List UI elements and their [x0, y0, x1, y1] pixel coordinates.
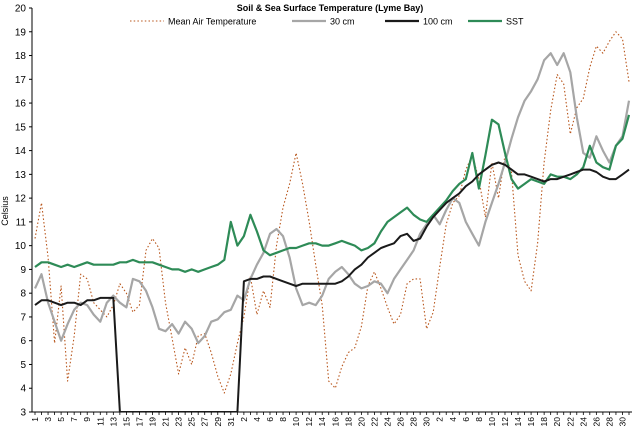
x-tick-label: 20 — [552, 417, 562, 427]
x-tick-label: 22 — [369, 417, 379, 427]
x-tick-label: 4 — [252, 417, 262, 422]
y-tick-label: 7 — [20, 312, 26, 323]
x-tick-label: 16 — [330, 417, 340, 427]
series-line-sst — [34, 114, 631, 273]
x-tick-label: 31 — [226, 417, 236, 427]
x-tick-label: 6 — [265, 417, 275, 422]
y-tick-label: 4 — [20, 384, 26, 395]
x-tick-label: 5 — [56, 417, 66, 422]
x-tick-label: 12 — [500, 417, 510, 427]
y-tick-label: 12 — [15, 194, 27, 205]
y-tick-label: 3 — [20, 408, 26, 419]
legend-label: 30 cm — [330, 17, 355, 27]
x-tick-label: 27 — [200, 417, 210, 427]
y-tick-label: 11 — [16, 217, 27, 228]
y-tick-label: 8 — [20, 289, 26, 300]
y-tick-label: 20 — [15, 4, 27, 15]
series-line-100-cm — [34, 161, 630, 412]
x-tick-label: 28 — [409, 417, 419, 427]
legend-label: 100 cm — [423, 17, 453, 27]
y-tick-label: 9 — [20, 265, 26, 276]
x-tick-label: 17 — [134, 417, 144, 427]
x-tick-label: 3 — [43, 417, 53, 422]
y-tick-label: 19 — [15, 27, 27, 38]
x-tick-label: 28 — [604, 417, 614, 427]
y-tick-label: 17 — [15, 75, 27, 86]
x-tick-label: 13 — [108, 417, 118, 427]
y-tick-label: 18 — [15, 51, 27, 62]
x-tick-label: 8 — [278, 417, 288, 422]
x-tick-label: 19 — [147, 417, 157, 427]
x-tick-label: 26 — [396, 417, 406, 427]
x-tick-label: 21 — [161, 417, 171, 427]
y-tick-label: 5 — [20, 360, 26, 371]
y-tick-label: 6 — [20, 336, 26, 347]
x-tick-label: 14 — [513, 417, 523, 427]
x-tick-label: 9 — [82, 417, 92, 422]
x-tick-label: 29 — [213, 417, 223, 427]
x-tick-label: 10 — [487, 417, 497, 427]
x-tick-label: 25 — [187, 417, 197, 427]
legend-label: Mean Air Temperature — [168, 17, 256, 27]
x-tick-label: 10 — [291, 417, 301, 427]
legend: Mean Air Temperature 30 cm 100 cm SST — [130, 17, 524, 27]
x-tick-label: 14 — [317, 417, 327, 427]
x-tick-label: 6 — [461, 417, 471, 422]
x-tick-label: 15 — [121, 417, 131, 427]
x-tick-label: 24 — [578, 417, 588, 427]
y-tick-label: 16 — [15, 99, 27, 110]
x-tick-label: 7 — [69, 417, 79, 422]
series-line-mean-air-temperature — [34, 31, 630, 394]
x-tick-label: 30 — [617, 417, 627, 427]
x-tick-label: 18 — [343, 417, 353, 427]
x-tick-label: 11 — [95, 417, 105, 426]
x-tick-label: 23 — [174, 417, 184, 427]
x-tick-label: 16 — [526, 417, 536, 427]
y-tick-label: 13 — [15, 170, 27, 181]
legend-label: SST — [506, 17, 524, 27]
x-tick-label: 24 — [382, 417, 392, 427]
y-axis-label: Celsius — [0, 196, 10, 226]
x-tick-label: 22 — [565, 417, 575, 427]
x-tick-label: 2 — [239, 417, 249, 422]
x-tick-label: 1 — [30, 417, 40, 422]
y-tick-label: 10 — [15, 241, 27, 252]
chart-title: Soil & Sea Surface Temperature (Lyme Bay… — [237, 3, 424, 13]
x-tick-label: 12 — [304, 417, 314, 427]
x-tick-label: 2 — [435, 417, 445, 422]
y-tick-label: 14 — [15, 146, 27, 157]
x-tick-label: 18 — [539, 417, 549, 427]
y-tick-label: 15 — [15, 122, 27, 133]
x-tick-label: 30 — [422, 417, 432, 427]
x-tick-label: 4 — [448, 417, 458, 422]
x-tick-label: 8 — [474, 417, 484, 422]
x-tick-label: 20 — [356, 417, 366, 427]
x-tick-label: 26 — [591, 417, 601, 427]
series-line-30-cm — [33, 52, 631, 345]
